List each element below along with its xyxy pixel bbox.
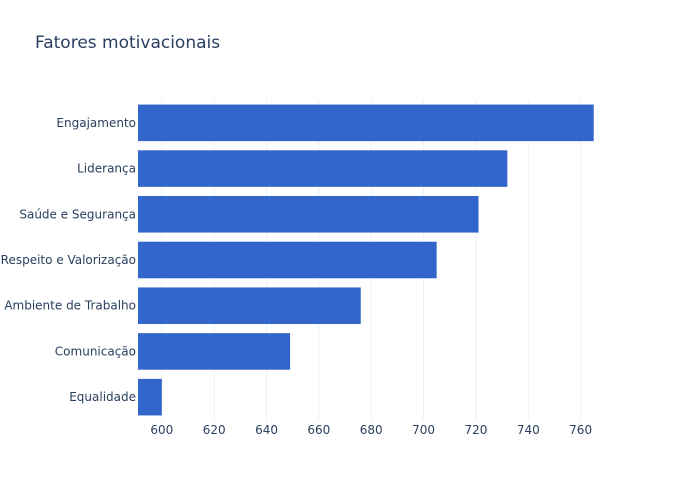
bar: [138, 287, 361, 324]
category-label: Respeito e Valorização: [1, 253, 136, 267]
category-label: Ambiente de Trabalho: [4, 299, 136, 313]
bar: [138, 241, 437, 279]
category-label: Saúde e Segurança: [19, 207, 136, 221]
x-tick-label: 740: [517, 423, 540, 437]
x-tick-label: 620: [203, 423, 226, 437]
x-tick-label: 680: [360, 423, 383, 437]
category-label: Equalidade: [69, 390, 136, 404]
category-label: Liderança: [77, 162, 136, 176]
x-tick-label: 760: [569, 423, 592, 437]
bar: [138, 150, 508, 187]
x-tick-label: 700: [412, 423, 435, 437]
category-label: Comunicação: [55, 344, 136, 358]
x-tick-label: 720: [464, 423, 487, 437]
bar: [138, 378, 162, 416]
bar: [138, 196, 479, 233]
category-label: Engajamento: [56, 116, 136, 130]
x-tick-label: 660: [307, 423, 330, 437]
x-tick-label: 640: [255, 423, 278, 437]
chart-title: Fatores motivacionais: [35, 33, 221, 53]
x-tick-label: 600: [150, 423, 173, 437]
bar: [138, 104, 594, 142]
bar: [138, 333, 291, 370]
